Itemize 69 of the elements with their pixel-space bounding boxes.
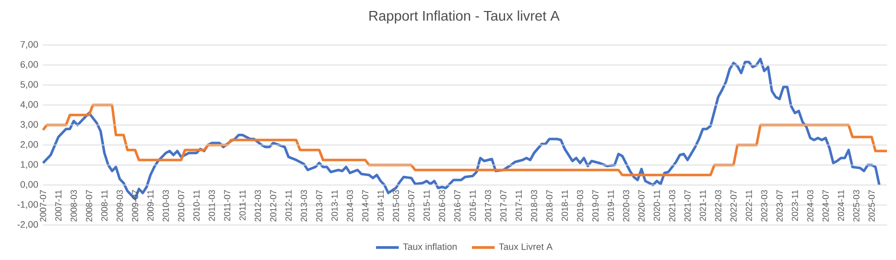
x-tick-label: 2012-03 [254, 190, 261, 222]
x-tick-label: 2010-11 [193, 190, 200, 221]
x-tick-label: 2009-07 [132, 190, 138, 222]
x-tick-label: 2016-03 [438, 190, 446, 222]
x-tick-label: 2009-11 [147, 190, 154, 221]
x-tick-label: 2009-03 [116, 190, 123, 222]
x-tick-label: 2018-11 [562, 190, 568, 221]
x-tick-label: 2018-07 [546, 190, 553, 222]
x-tick-label: 2022-03 [715, 190, 722, 222]
y-tick-label: 4,00 [20, 101, 38, 109]
x-tick-label: 2020-03 [623, 190, 630, 222]
x-tick-label: 2024-07 [822, 190, 829, 222]
x-tick-label: 2019-03 [576, 190, 584, 222]
x-tick-label: 2008-03 [70, 190, 77, 222]
x-tick-label: 2022-07 [730, 190, 737, 222]
x-tick-label: 2015-07 [408, 190, 414, 222]
chart-title: Rapport Inflation - Taux livret A [369, 10, 560, 24]
x-tick-label: 2017-07 [500, 190, 506, 222]
x-tick-label: 2018-03 [530, 190, 538, 222]
x-tick-label: 2013-11 [331, 190, 338, 221]
y-tick-label: 7,00 [20, 41, 38, 49]
x-tick-label: 2011-03 [208, 190, 215, 221]
legend-label: Taux inflation [403, 243, 457, 250]
x-tick-label: 2012-11 [285, 190, 292, 221]
y-tick-label: 1,00 [20, 161, 38, 169]
x-tick-label: 2022-11 [746, 190, 752, 221]
x-tick-label: 2013-03 [300, 190, 307, 222]
y-tick-label: -2,00 [17, 221, 38, 229]
x-tick-label: 2012-07 [270, 190, 276, 222]
y-tick-label: -1,00 [17, 201, 38, 209]
x-tick-label: 2021-07 [684, 190, 691, 222]
x-tick-label: 2008-07 [86, 190, 92, 222]
x-tick-label: 2008-11 [101, 190, 108, 221]
y-tick-label: 5,00 [20, 81, 38, 89]
x-tick-label: 2010-07 [178, 190, 184, 222]
x-tick-label: 2010-03 [162, 190, 169, 222]
x-tick-label: 2023-07 [776, 190, 783, 222]
x-tick-label: 2016-07 [454, 190, 460, 222]
x-tick-label: 2021-11 [700, 190, 706, 221]
y-tick-label: 3,00 [20, 121, 38, 129]
x-tick-label: 2025-03 [853, 190, 860, 222]
y-tick-label: 6,00 [20, 61, 38, 69]
x-tick-label: 2015-03 [392, 190, 400, 222]
x-tick-label: 2014-03 [346, 190, 354, 222]
x-tick-label: 2011-11 [239, 190, 246, 220]
x-tick-label: 2014-07 [362, 190, 368, 222]
x-tick-label: 2013-07 [316, 190, 322, 222]
x-tick-label: 2019-11 [608, 190, 614, 221]
x-tick-label: 2019-07 [592, 190, 599, 222]
x-tick-label: 2017-11 [516, 190, 522, 221]
legend-label: Taux Livret A [498, 243, 553, 250]
x-tick-label: 2007-07 [40, 190, 46, 222]
x-tick-label: 2014-11 [377, 190, 384, 221]
x-tick-label: 2007-11 [55, 190, 62, 221]
x-tick-label: 2017-03 [484, 190, 492, 222]
x-tick-label: 2021-03 [669, 190, 676, 222]
x-tick-label: 2015-11 [424, 190, 430, 221]
x-tick-label: 2011-07 [224, 190, 230, 221]
line-series [42, 104, 888, 176]
y-tick-label: 2,00 [20, 141, 38, 149]
x-tick-label: 2024-03 [807, 190, 814, 222]
x-tick-label: 2016-11 [470, 190, 476, 221]
y-tick-label: 0,00 [20, 181, 38, 189]
x-tick-label: 2020-07 [638, 190, 645, 222]
x-tick-label: 2023-03 [761, 190, 768, 222]
x-tick-label: 2024-11 [838, 190, 844, 221]
x-tick-label: 2023-11 [792, 190, 798, 221]
x-tick-label: 2020-11 [654, 190, 660, 221]
x-tick-label: 2025-07 [868, 190, 875, 222]
